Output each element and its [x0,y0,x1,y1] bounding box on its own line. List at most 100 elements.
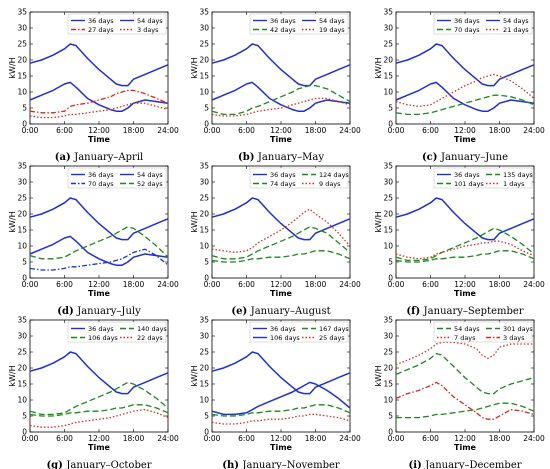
y-tick-label: 25 [199,40,209,49]
panel-caption: (i) January–December [408,460,521,469]
y-axis-label: kW/H [8,211,17,232]
y-tick-label: 5 [204,412,209,421]
series-line-3 [395,94,535,116]
series-line-2 [29,81,169,112]
legend-label: 36 days [88,325,114,333]
y-tick-label: 20 [383,364,393,373]
y-tick-label: 25 [199,348,209,357]
y-tick-label: 15 [199,226,209,235]
y-tick-label: 25 [383,194,393,203]
caption-letter: (f) [406,306,423,317]
legend-label: 36 days [270,325,296,333]
x-axis-label: Time [454,443,477,452]
legend-box [67,167,167,189]
y-tick-label: 20 [199,210,209,219]
y-tick-label: 10 [383,242,393,251]
y-axis-label: kW/H [374,365,383,386]
x-axis-label: Time [88,443,111,452]
x-tick-label: 24:00 [339,280,361,289]
legend: 36 days 54 days 42 days 19 days [249,13,349,35]
x-tick-label: 18:00 [123,434,145,443]
x-tick-label: 18:00 [123,126,145,135]
x-tick-label: 12:00 [270,280,292,289]
caption-text: January–December [424,460,521,469]
legend-label: 1 days [503,180,525,188]
series-line-1 [29,351,169,395]
y-tick-label: 5 [388,412,393,421]
x-tick-label: 6:00 [238,434,255,443]
y-axis-label: kW/H [190,57,199,78]
y-tick-label: 30 [383,178,393,187]
series-line-3 [29,89,169,114]
x-tick-label: 0:00 [204,126,221,135]
x-axis-label: Time [454,289,477,298]
y-tick-label: 30 [199,332,209,341]
y-tick-label: 25 [199,194,209,203]
legend-label: 36 days [454,171,480,179]
x-tick-label: 18:00 [489,280,511,289]
legend: 54 days 301 days 7 days 3 days [433,321,533,343]
series-line-1 [395,197,535,241]
chart-panel-2: 0 5 10 15 20 25 30 35 0:00 6:00 12:00 18:00 24:00 Tim… [190,8,361,163]
y-tick-label: 15 [17,226,27,235]
legend: 36 days 167 days 106 days 25 days [249,321,349,343]
caption-letter: (c) [422,152,441,163]
x-tick-label: 12:00 [270,434,292,443]
x-tick-label: 6:00 [238,280,255,289]
y-tick-label: 30 [383,332,393,341]
x-tick-label: 12:00 [88,434,110,443]
y-tick-label: 25 [17,194,27,203]
series-line-3 [395,227,535,262]
series-line-4 [211,208,351,254]
x-tick-label: 24:00 [157,126,179,135]
legend-label: 54 days [454,325,480,333]
y-tick-label: 35 [199,316,209,325]
legend-label: 106 days [88,334,118,342]
legend-label: 36 days [454,17,480,25]
y-tick-label: 15 [199,380,209,389]
y-tick-label: 10 [199,242,209,251]
legend-label: 135 days [503,171,533,179]
y-tick-label: 5 [22,104,27,113]
y-tick-label: 35 [383,162,393,171]
legend-box [433,13,533,35]
x-tick-label: 0:00 [22,434,39,443]
legend-label: 54 days [137,17,163,25]
y-tick-label: 20 [383,210,393,219]
x-tick-label: 0:00 [22,280,39,289]
y-tick-label: 35 [17,8,27,17]
y-tick-label: 5 [22,258,27,267]
legend-label: 167 days [319,325,349,333]
y-tick-label: 35 [17,316,27,325]
series-line-4 [395,240,535,260]
y-tick-label: 10 [17,242,27,251]
x-tick-label: 6:00 [56,280,73,289]
panel-caption: (f) January–September [406,306,523,317]
y-tick-label: 20 [17,364,27,373]
chart-panel-1: 0 5 10 15 20 25 30 35 0:00 6:00 12:00 18:00 24:00 Tim… [8,8,179,163]
legend-box [67,13,167,35]
x-tick-label: 24:00 [339,126,361,135]
caption-text: January–June [440,152,508,163]
x-tick-label: 18:00 [489,434,511,443]
panel-caption: (g) January–October [46,460,151,469]
caption-text: January–August [250,306,331,317]
x-tick-label: 0:00 [204,280,221,289]
legend-label: 3 days [503,334,525,342]
y-tick-label: 15 [383,380,393,389]
x-tick-label: 0:00 [204,434,221,443]
y-tick-label: 20 [383,56,393,65]
series-line-4 [395,73,535,108]
panel-caption: (a) January–April [55,152,143,163]
legend-label: 27 days [88,26,114,34]
legend-label: 22 days [137,334,163,342]
x-tick-label: 18:00 [123,280,145,289]
legend-label: 70 days [88,180,114,188]
x-axis-label: Time [270,443,293,452]
series-line-2 [211,250,351,263]
y-tick-label: 30 [383,24,393,33]
series-line-3 [395,341,534,366]
y-tick-label: 0 [22,120,27,129]
series-line-2 [396,402,535,419]
y-tick-label: 30 [17,24,27,33]
